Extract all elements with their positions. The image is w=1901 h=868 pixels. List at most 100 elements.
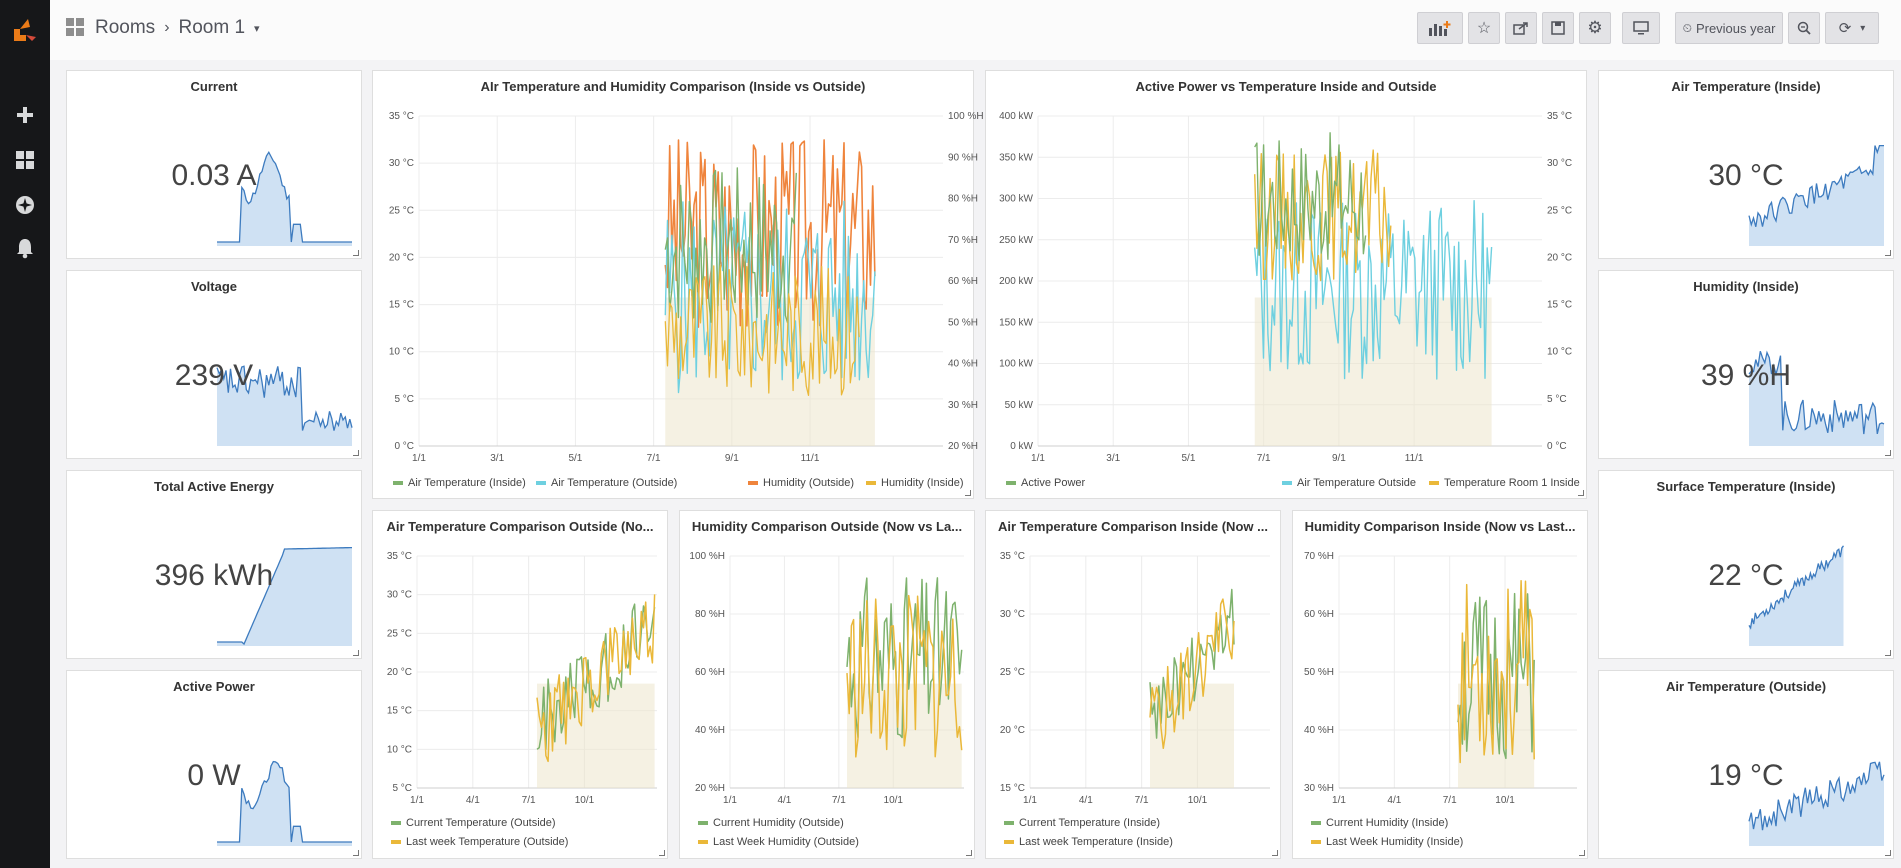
stat-panel-current[interactable]: Current 0.03 A <box>66 70 362 259</box>
x-axis-tick-label: 11/1 <box>1405 453 1424 464</box>
legend-item[interactable]: Temperature Room 1 Inside <box>1429 477 1580 489</box>
legend-item[interactable]: Last Week Humidity (Inside) <box>1311 836 1463 848</box>
legend-swatch <box>866 481 876 485</box>
stat-value: 39 %H <box>1700 359 1792 392</box>
x-axis-tick-label: 1/1 <box>1031 453 1045 464</box>
stat-panel-air-temperature-outside[interactable]: Air Temperature (Outside) 19 °C <box>1598 670 1894 859</box>
x-axis-tick-label: 7/1 <box>1257 453 1271 464</box>
stat-panel-surface-temperature-inside[interactable]: Surface Temperature (Inside) 22 °C <box>1598 470 1894 659</box>
resize-handle[interactable] <box>353 650 359 656</box>
graph-panel-temp-inside-comparison[interactable]: Air Temperature Comparison Inside (Now .… <box>985 510 1281 859</box>
tv-mode-button[interactable] <box>1622 12 1660 44</box>
sparkline <box>1748 761 1885 846</box>
y-axis-tick-label: 10 °C <box>387 744 412 755</box>
y-axis-tick-label: 30 °C <box>387 590 412 601</box>
legend-item[interactable]: Last week Temperature (Outside) <box>391 836 568 848</box>
resize-handle[interactable] <box>353 450 359 456</box>
star-icon: ☆ <box>1476 20 1492 37</box>
zoom-out-button[interactable] <box>1788 12 1820 44</box>
y-axis-tick-label: 35 °C <box>387 551 412 562</box>
add-panel-icon <box>1429 21 1451 36</box>
resize-handle[interactable] <box>966 850 972 856</box>
y-axis-tick-label: 0 °C <box>394 441 414 452</box>
refresh-dropdown-icon[interactable]: ▾ <box>1860 22 1866 34</box>
y-axis-tick-label: 200 kW <box>999 276 1033 287</box>
resize-handle[interactable] <box>1885 850 1891 856</box>
sparkline-area <box>1749 351 1884 446</box>
panel-title: Humidity (Inside) <box>1693 279 1799 294</box>
stat-panel-total-active-energy[interactable]: Total Active Energy 396 kWh <box>66 470 362 659</box>
series-line <box>1457 592 1535 760</box>
y-axis-tick-label: 20 °C <box>387 667 412 678</box>
chart: 100 %H 80 %H 60 %H 40 %H 20 %H1/1 4/1 7/1 10/1 <box>689 551 964 806</box>
graph-panel-humidity-outside-comparison[interactable]: Humidity Comparison Outside (Now vs La..… <box>679 510 975 859</box>
legend-label: Temperature Room 1 Inside <box>1444 477 1580 489</box>
legend-swatch <box>536 481 546 485</box>
sparkline-line <box>216 365 353 431</box>
refresh-button[interactable]: ⟳ ▾ <box>1825 12 1879 44</box>
legend-item[interactable]: Current Humidity (Outside) <box>698 817 844 829</box>
resize-handle[interactable] <box>1272 850 1278 856</box>
save-button[interactable] <box>1542 12 1574 44</box>
caret-down-icon[interactable]: ▾ <box>254 22 260 35</box>
grafana-logo-icon[interactable] <box>0 12 50 48</box>
legend-item[interactable]: Current Humidity (Inside) <box>1311 817 1448 829</box>
add-panel-button[interactable] <box>1417 12 1463 44</box>
legend-label: Last week Temperature (Inside) <box>1019 836 1173 848</box>
stat-value: 19 °C <box>1708 759 1784 792</box>
y-axis-tick-label: 10 °C <box>389 347 414 358</box>
legend-item[interactable]: Last week Temperature (Inside) <box>1004 836 1173 848</box>
stat-panel-humidity-inside[interactable]: Humidity (Inside) 39 %H <box>1598 270 1894 459</box>
stat-panel-active-power[interactable]: Active Power 0 W <box>66 670 362 859</box>
resize-handle[interactable] <box>353 850 359 856</box>
graph-panel-humidity-inside-comparison[interactable]: Humidity Comparison Inside (Now vs Last.… <box>1292 510 1588 859</box>
legend-item[interactable]: Last Week Humidity (Outside) <box>698 836 859 848</box>
resize-handle[interactable] <box>353 250 359 256</box>
x-axis-tick-label: 4/1 <box>1387 795 1401 806</box>
panel-title: Air Temperature (Outside) <box>1665 679 1827 694</box>
legend-item[interactable]: Humidity (Inside) <box>866 477 964 489</box>
legend-item[interactable]: Humidity (Outside) <box>748 477 854 489</box>
legend-item[interactable]: Active Power <box>1006 477 1085 489</box>
x-axis-tick-label: 3/1 <box>1106 453 1120 464</box>
legend-item[interactable]: Current Temperature (Inside) <box>1004 817 1160 829</box>
resize-handle[interactable] <box>1885 250 1891 256</box>
breadcrumb-room-1[interactable]: Room 1 <box>178 17 246 38</box>
y-axis-tick-label: 0 kW <box>1010 441 1033 452</box>
legend-item[interactable]: Air Temperature Outside <box>1282 477 1416 489</box>
resize-handle[interactable] <box>965 490 971 496</box>
graph-panel-temp-outside-comparison[interactable]: Air Temperature Comparison Outside (No..… <box>372 510 668 859</box>
legend-swatch <box>1006 481 1016 485</box>
star-button[interactable]: ☆ <box>1468 12 1500 44</box>
sparkline-line <box>1748 144 1884 227</box>
plot-area: 35 °C 30 °C 25 °C 20 °C 15 °C 10 °C 5 °C1/1 4/1… <box>387 551 657 806</box>
dashboards-icon[interactable] <box>0 145 50 175</box>
resize-handle[interactable] <box>1885 450 1891 456</box>
legend-label: Current Humidity (Inside) <box>1326 817 1449 829</box>
alerting-bell-icon[interactable] <box>0 233 50 263</box>
series-line <box>1254 132 1367 262</box>
explore-compass-icon[interactable] <box>0 190 50 220</box>
legend-item[interactable]: Current Temperature (Outside) <box>391 817 556 829</box>
legend-swatch <box>393 481 403 485</box>
graph-panel-active-power-vs-temperature[interactable]: Active Power vs Temperature Inside and O… <box>985 70 1587 499</box>
share-button[interactable] <box>1505 12 1537 44</box>
sparkline-area <box>217 761 352 846</box>
resize-handle[interactable] <box>1578 490 1584 496</box>
legend-item[interactable]: Air Temperature (Outside) <box>536 477 677 489</box>
resize-handle[interactable] <box>1579 850 1585 856</box>
legend-item[interactable]: Air Temperature (Inside) <box>393 477 526 489</box>
stat-panel-voltage[interactable]: Voltage 239 V <box>66 270 362 459</box>
breadcrumb-rooms[interactable]: Rooms <box>95 17 156 38</box>
legend-label: Air Temperature (Inside) <box>408 477 526 489</box>
time-range-picker[interactable]: ⏲ Previous year <box>1675 12 1783 44</box>
settings-button[interactable]: ⚙ <box>1579 12 1611 44</box>
gear-icon: ⚙ <box>1587 18 1603 37</box>
plus-icon[interactable] <box>0 100 50 130</box>
resize-handle[interactable] <box>1885 650 1891 656</box>
resize-handle[interactable] <box>659 850 665 856</box>
clock-icon: ⏲ <box>1682 20 1692 35</box>
graph-panel-air-temperature-humidity[interactable]: AIr Temperature and Humidity Comparison … <box>372 70 984 499</box>
stat-panel-air-temperature-inside[interactable]: Air Temperature (Inside) 30 °C <box>1598 70 1894 259</box>
sparkline <box>1748 350 1885 446</box>
